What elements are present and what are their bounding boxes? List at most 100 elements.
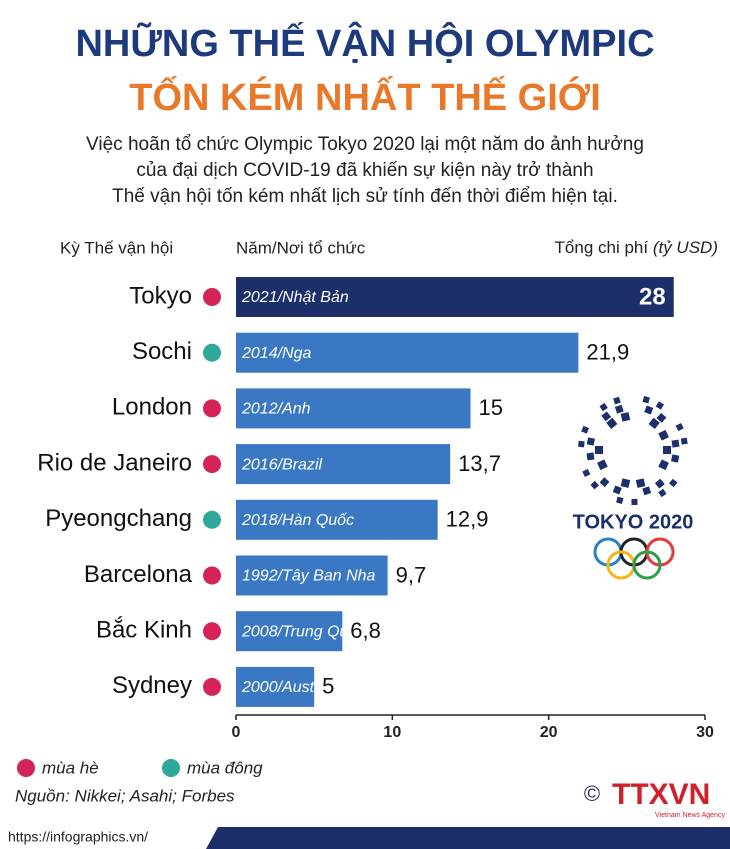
season-dot <box>203 677 221 696</box>
value-label: 12,9 <box>446 507 489 532</box>
category-label: London <box>112 394 192 421</box>
logo-check <box>658 429 669 441</box>
copyright-icon: © <box>584 781 600 806</box>
x-tick-label: 0 <box>232 724 241 741</box>
logo-check <box>656 412 667 423</box>
bar-detail: 1992/Tây Ban Nha <box>242 568 376 585</box>
subtitle: Việc hoãn tổ chức Olympic Tokyo 2020 lại… <box>86 134 644 155</box>
category-label: Rio de Janeiro <box>37 449 192 476</box>
logo-check <box>631 498 638 506</box>
bar <box>236 332 579 373</box>
bar-detail: 2000/Australia <box>241 679 344 696</box>
logo-check <box>635 478 646 488</box>
column-header: Kỳ Thế vận hội <box>60 238 173 257</box>
logo-check <box>642 486 652 496</box>
season-dot <box>203 455 221 474</box>
logo-check <box>612 485 622 495</box>
logo-check <box>658 488 667 498</box>
bar <box>236 666 315 707</box>
season-dot <box>203 399 221 418</box>
source: Nguồn: Nikkei; Asahi; Forbes <box>15 786 235 805</box>
bar-detail: 2008/Trung Quốc <box>241 623 365 640</box>
agency-logo: TTXVN <box>612 778 710 811</box>
value-label: 21,9 <box>586 340 629 365</box>
category-label: Sochi <box>132 338 192 365</box>
logo-check <box>586 437 595 446</box>
logo-check <box>586 452 595 461</box>
x-tick-label: 30 <box>696 724 714 741</box>
footer-bar <box>206 827 730 849</box>
logo-check <box>658 459 669 471</box>
bar <box>236 555 388 596</box>
x-tick-label: 20 <box>540 724 558 741</box>
logo-check <box>669 478 678 488</box>
logo-check <box>680 437 688 445</box>
column-header: Năm/Nơi tổ chức <box>236 238 366 257</box>
bar-detail: 2021/Nhật Bản <box>241 289 349 306</box>
value-label: 13,7 <box>458 451 501 476</box>
logo-check <box>655 401 664 410</box>
chart-title: NHỮNG THẾ VẬN HỘI OLYMPIC <box>75 20 654 65</box>
value-header: Tổng chi phí <box>555 238 649 257</box>
logo-check <box>578 440 585 448</box>
season-dot <box>203 343 221 362</box>
logo-check <box>620 412 631 422</box>
logo-check <box>671 439 680 448</box>
logo-check <box>654 478 665 489</box>
logo-check <box>620 478 631 488</box>
season-dot <box>203 566 221 585</box>
logo-check <box>606 417 618 430</box>
logo-check <box>644 405 654 415</box>
legend-dot <box>162 759 180 777</box>
logo-check <box>582 468 591 477</box>
value-label: 6,8 <box>350 618 381 643</box>
bar <box>236 388 471 429</box>
x-tick-label: 10 <box>383 724 401 741</box>
logo-check <box>601 411 612 422</box>
logo-check <box>590 480 599 490</box>
category-label: Bắc Kinh <box>96 617 192 644</box>
category-label: Sydney <box>112 672 192 699</box>
season-dot <box>203 288 221 306</box>
logo-check <box>613 396 621 405</box>
logo-check <box>642 396 650 404</box>
season-dot <box>203 622 221 641</box>
legend-label: mùa hè <box>42 758 99 777</box>
logo-check <box>597 459 608 471</box>
logo-check <box>616 496 624 504</box>
season-dot <box>203 510 221 529</box>
tokyo-logo: TOKYO 2020 <box>573 396 693 580</box>
bar <box>236 611 343 652</box>
value-unit: (tỷ USD) <box>653 238 718 257</box>
bar-detail: 2018/Hàn Quốc <box>241 512 354 529</box>
logo-check <box>663 446 671 454</box>
subtitle: Thế vận hội tốn kém nhất lịch sử tính đế… <box>112 186 618 207</box>
bar-detail: 2014/Nga <box>241 345 311 362</box>
value-label: 15 <box>479 395 503 420</box>
agency-sub: Vietnam News Agency <box>655 812 725 819</box>
value-label: 9,7 <box>396 562 427 587</box>
footer-url: https://infographics.vn/ <box>8 829 148 845</box>
chart-title: TỐN KÉM NHẤT THẾ GIỚI <box>129 74 601 119</box>
legend-label: mùa đông <box>187 758 263 777</box>
bar-detail: 2012/Anh <box>241 401 311 418</box>
olympic-rings <box>593 537 675 580</box>
logo-check <box>614 404 624 414</box>
bar-detail: 2016/Brazil <box>241 456 322 473</box>
logo-check <box>595 446 603 454</box>
bar <box>236 277 674 317</box>
column-header: Tổng chi phí (tỷ USD) <box>555 238 718 257</box>
value-label: 5 <box>322 674 334 699</box>
category-label: Tokyo <box>129 282 192 309</box>
category-label: Barcelona <box>84 561 193 588</box>
bar <box>236 499 438 540</box>
legend-dot <box>17 759 35 777</box>
bar <box>236 444 451 485</box>
logo-check <box>599 402 608 412</box>
logo-check <box>581 425 590 434</box>
logo-check <box>675 423 684 432</box>
category-label: Pyeongchang <box>45 505 192 532</box>
value-label: 28 <box>639 283 666 310</box>
